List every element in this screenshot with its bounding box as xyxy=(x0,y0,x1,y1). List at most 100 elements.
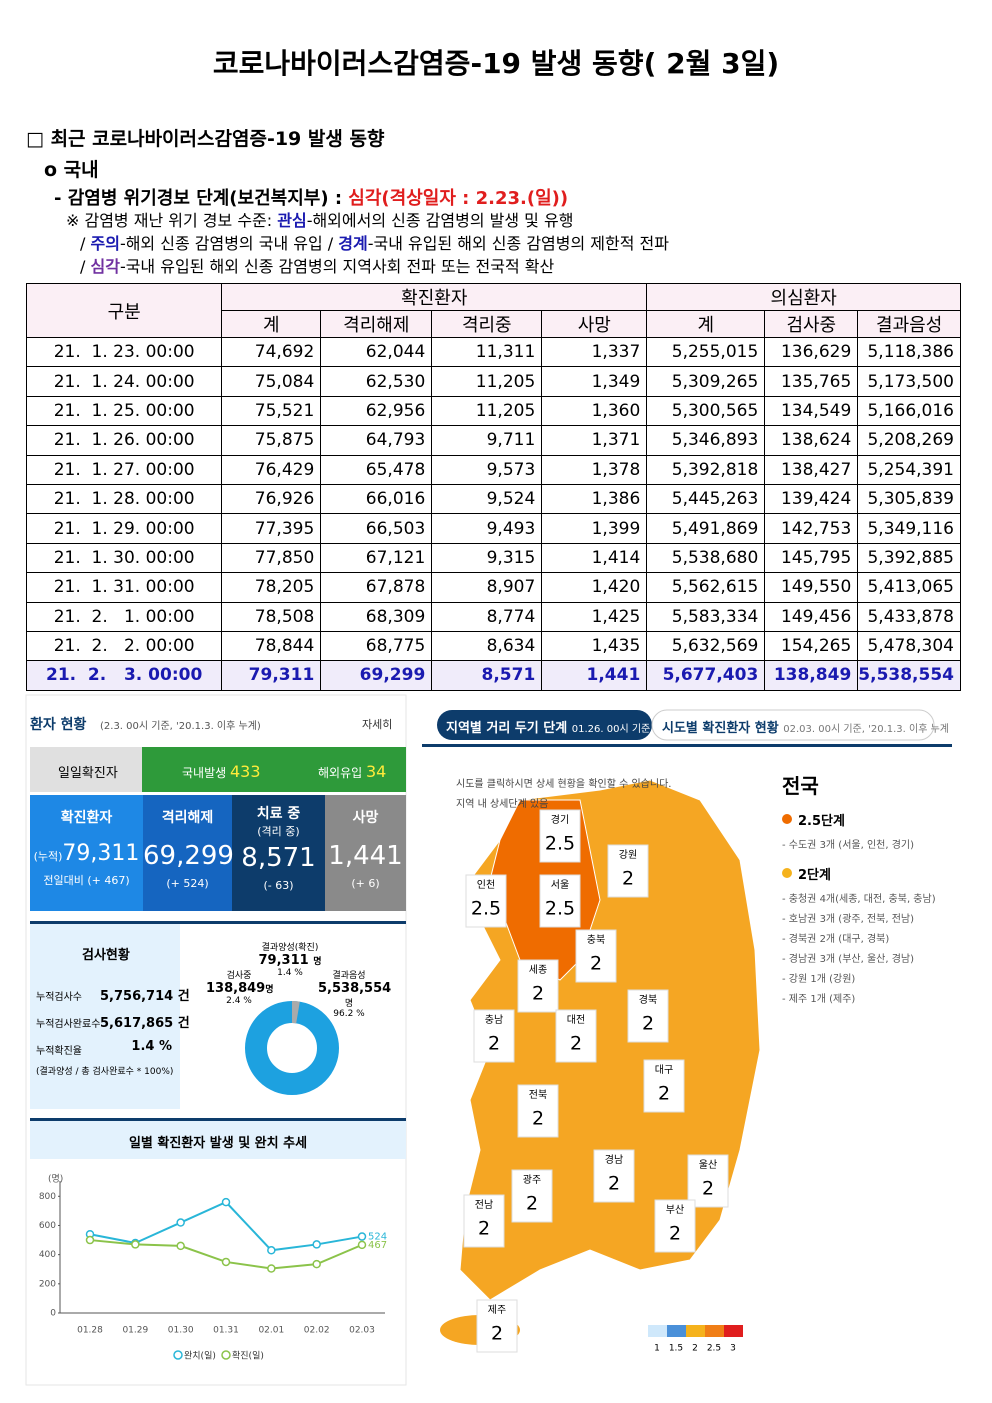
cell: 62,044 xyxy=(320,336,433,368)
value: 34 xyxy=(366,762,387,781)
level-text: / xyxy=(80,234,91,253)
daily-bg xyxy=(30,747,142,792)
rule xyxy=(30,1118,406,1121)
cell: 5,300,565 xyxy=(646,395,766,427)
cell: 78,844 xyxy=(221,630,322,662)
region-name: 경기 xyxy=(551,813,569,826)
cell: 9,573 xyxy=(431,454,543,485)
cell: 1,371 xyxy=(541,425,648,456)
cell: 8,571 xyxy=(431,660,543,691)
cell: 5,173,500 xyxy=(857,366,961,397)
region-name: 세종 xyxy=(529,964,547,976)
legend-label: 완치(일) xyxy=(184,1350,216,1362)
region-box[interactable] xyxy=(627,989,669,1043)
level-name: 심각 xyxy=(90,257,120,276)
cell: 5,583,334 xyxy=(646,601,766,632)
region-box[interactable] xyxy=(654,1199,696,1253)
region-box[interactable] xyxy=(463,1194,505,1248)
cell: 1,337 xyxy=(541,336,648,368)
header-cell: 확진환자 xyxy=(221,283,648,311)
header-cell: 계 xyxy=(221,310,322,338)
card-prefix: (누적) xyxy=(33,850,63,863)
dash-title: 환자 현황 xyxy=(30,717,87,733)
tab2[interactable]: 시도별 확진환자 현황 02.03. 00시 기준, '20.1.3. 이후 누… xyxy=(662,717,949,736)
legend-label: 2.5 xyxy=(707,1344,721,1354)
daily-overseas: 해외유입 34 xyxy=(318,762,386,781)
num: 79,311 xyxy=(258,953,309,968)
region-level: 2 xyxy=(532,1108,544,1130)
cell: 21. 1. 25. 00:00 xyxy=(25,395,223,427)
region-level: 2 xyxy=(702,1178,714,1200)
tab1[interactable]: 지역별 거리 두기 단계 01.26. 00시 기준 xyxy=(446,717,650,736)
cell: 5,166,016 xyxy=(857,395,961,427)
region-box[interactable] xyxy=(575,929,617,983)
region-box[interactable] xyxy=(555,1009,597,1063)
data-row: 21. 2. 1. 00:00 78,508 68,309 8,774 1,425 5,5… xyxy=(25,601,961,632)
header-cell: 의심환자 xyxy=(646,283,961,311)
chart-title: 일별 확진환자 발생 및 완치 추세 xyxy=(128,1136,308,1151)
unit: 명 xyxy=(313,957,322,967)
region-box[interactable] xyxy=(473,1009,515,1063)
alert-label: - 감염병 위기경보 단계(보건복지부) : xyxy=(54,188,349,209)
region-name: 서울 xyxy=(551,879,569,891)
header-cell: 격리해제 xyxy=(320,310,433,338)
tests-value: 5,617,865 건 xyxy=(100,1016,190,1031)
cell: 1,349 xyxy=(541,366,648,397)
level-item: - 경남권 3개 (부산, 울산, 경남) xyxy=(782,954,915,965)
data-row: 21. 1. 29. 00:00 77,395 66,503 9,493 1,399 5,… xyxy=(25,513,961,544)
region-box[interactable] xyxy=(687,1154,729,1208)
data-row: 21. 1. 25. 00:00 75,521 62,956 11,205 1,360 5… xyxy=(25,395,961,427)
cell: 5,392,885 xyxy=(857,542,961,574)
region-name: 제주 xyxy=(488,1304,506,1316)
map-hint: 시도를 클릭하시면 상세 현황을 확인할 수 있습니다. xyxy=(456,779,672,790)
alert-level: 심각(격상일자 : 2.23.(일)) xyxy=(348,188,569,209)
tab[interactable] xyxy=(651,709,935,741)
donut-slice xyxy=(291,1000,300,1024)
cell: 5,309,265 xyxy=(646,366,766,397)
region-box[interactable] xyxy=(607,844,649,898)
cell: 1,414 xyxy=(541,542,648,574)
point xyxy=(176,1218,185,1227)
cell: 1,399 xyxy=(541,513,648,544)
cell: 9,711 xyxy=(431,425,543,456)
unit: 명 xyxy=(344,999,354,1009)
card: 확진환자 (누적)79,311 전일대비 (+ 467) xyxy=(30,795,143,911)
card-bg xyxy=(232,795,325,911)
region-box[interactable] xyxy=(511,1169,553,1223)
dash-note: (2.3. 00시 기준, '20.1.3. 이후 누계) xyxy=(100,721,261,732)
y-tick-label: 600 xyxy=(39,1221,56,1231)
tab[interactable] xyxy=(437,710,652,740)
label: 결과음성 xyxy=(332,971,366,981)
subsection: o 국내 xyxy=(44,159,99,181)
cell: 5,413,065 xyxy=(857,572,961,603)
y-tick-label: 400 xyxy=(39,1250,56,1260)
level-group: 2.5단계 xyxy=(798,814,845,829)
data-table: 구분 확진환자 의심환자 계 격리해제 격리중 사망 계 검사중 결과음성 21. 1. 23. 0… xyxy=(25,283,961,691)
region-box[interactable] xyxy=(476,1299,518,1353)
cell: 5,433,878 xyxy=(857,601,961,632)
region-name: 경북 xyxy=(639,993,657,1006)
cell: 66,016 xyxy=(320,483,433,515)
legend-label: 3 xyxy=(730,1344,736,1354)
region-box[interactable] xyxy=(643,1059,685,1113)
level-item: - 충청권 4개(세종, 대전, 충북, 충남) xyxy=(782,894,936,905)
value-label: 524 xyxy=(368,1232,387,1243)
level-text: -해외 신종 감염병의 국내 유입 / xyxy=(119,234,339,253)
daily-label: 일일확진자 xyxy=(58,766,118,781)
x-tick-label: 01.29 xyxy=(122,1326,148,1336)
cell: 21. 1. 30. 00:00 xyxy=(25,542,223,574)
region-box[interactable] xyxy=(517,959,559,1013)
donut-negative: 결과음성 5,538,554 명 96.2 % xyxy=(318,968,391,1019)
more-link[interactable]: 자세히 xyxy=(362,718,393,731)
cell: 75,521 xyxy=(221,395,322,427)
region-box[interactable] xyxy=(593,1149,635,1203)
region-box[interactable] xyxy=(539,874,581,928)
cell: 1,425 xyxy=(541,601,648,632)
region-box[interactable] xyxy=(465,874,507,928)
legend-label: 1 xyxy=(654,1344,660,1354)
region-name: 전북 xyxy=(529,1089,547,1101)
header-cell: 사망 xyxy=(541,310,648,338)
region-box[interactable] xyxy=(539,809,581,863)
region-box[interactable] xyxy=(517,1084,559,1138)
legend-swatch xyxy=(686,1325,705,1337)
